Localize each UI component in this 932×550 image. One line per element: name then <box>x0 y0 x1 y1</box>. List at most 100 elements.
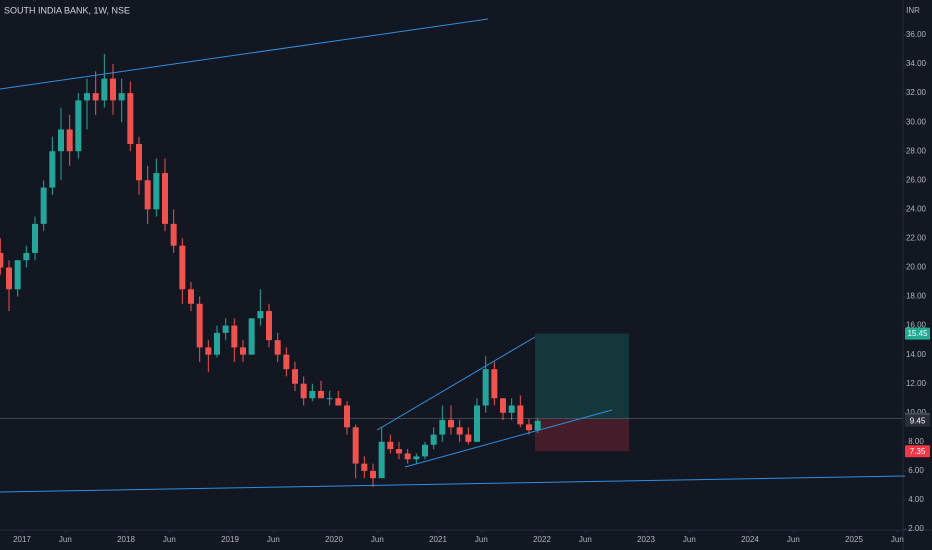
candle-body <box>40 187 47 224</box>
candle-body <box>439 420 446 435</box>
candle-body <box>127 93 134 144</box>
candle-body <box>162 173 168 224</box>
price-marker-label: 15.45 <box>907 329 928 338</box>
candle-body <box>309 390 316 399</box>
candle-body <box>482 369 489 406</box>
candle-body <box>136 143 142 181</box>
y-tick-label: 24.00 <box>906 204 927 213</box>
candle-body <box>474 405 480 442</box>
x-tick-label: Jun <box>163 535 176 544</box>
candle-body <box>58 129 64 152</box>
candle-body <box>404 453 411 460</box>
candle-body <box>318 390 324 399</box>
candle-body <box>508 405 515 413</box>
y-tick-label: 8.00 <box>908 437 924 446</box>
price-marker <box>905 327 930 340</box>
candle-body <box>84 93 90 101</box>
x-tick-label: 2021 <box>429 535 447 544</box>
y-tick-label: 32.00 <box>906 88 927 97</box>
y-tick-label: 28.00 <box>906 146 927 155</box>
x-tick-label: Jun <box>787 535 800 544</box>
y-tick-label: 34.00 <box>906 59 927 68</box>
candle-body <box>352 427 359 464</box>
candle-body <box>430 434 437 445</box>
x-tick-label: Jun <box>267 535 280 544</box>
candle-body <box>14 260 21 290</box>
plot-area: 2016-102016-112016-122017-012017-022017-… <box>0 53 903 487</box>
candle-body <box>517 405 524 425</box>
trend-line <box>0 18 489 90</box>
candle-body <box>214 332 220 355</box>
y-tick-label: 2.00 <box>908 524 924 533</box>
candle-body <box>240 347 246 355</box>
candle-body <box>118 93 125 101</box>
candle-body <box>396 449 402 454</box>
loss-zone <box>535 418 629 452</box>
candle-body <box>188 289 194 304</box>
x-tick-label: Jun <box>683 535 696 544</box>
candle-body <box>75 100 82 152</box>
y-tick-label: 12.00 <box>906 379 927 388</box>
candle-body <box>387 441 394 450</box>
trend-line <box>376 336 536 431</box>
candle-body <box>370 470 376 479</box>
x-tick-label: Jun <box>59 535 72 544</box>
chart-title: SOUTH INDIA BANK, 1W, NSE <box>4 5 130 15</box>
candle-body <box>344 405 350 428</box>
candle-body <box>23 252 30 261</box>
x-tick-label: Jun <box>891 535 904 544</box>
y-tick-label: 20.00 <box>906 263 927 272</box>
y-tick-label: 18.00 <box>906 292 927 301</box>
candle-body <box>292 369 298 384</box>
candle-body <box>231 325 238 348</box>
y-tick-label: 4.00 <box>908 495 924 504</box>
candle-body <box>491 369 498 399</box>
candle-body <box>248 318 255 355</box>
trend-line <box>404 409 613 468</box>
candle-body <box>0 252 4 268</box>
candle-body <box>534 420 541 431</box>
candle-body <box>465 434 472 442</box>
candle-body <box>335 398 342 406</box>
price-marker <box>905 445 930 458</box>
candle-body <box>6 267 12 290</box>
y-tick-label: 30.00 <box>906 117 927 126</box>
x-tick-label: 2025 <box>845 535 863 544</box>
y-tick-label: 16.00 <box>906 321 927 330</box>
candle-body <box>170 223 177 246</box>
x-tick-label: 2023 <box>637 535 655 544</box>
candle-body <box>378 441 385 479</box>
x-tick-label: 2024 <box>741 535 759 544</box>
candle-body <box>179 245 186 290</box>
trend-line <box>0 475 906 493</box>
y-tick-label: 36.00 <box>906 30 927 39</box>
candle-body <box>205 347 212 355</box>
x-tick-label: 2017 <box>13 535 31 544</box>
candle-body <box>361 463 368 471</box>
candle-body <box>101 78 108 101</box>
currency-label: INR <box>906 6 920 15</box>
x-tick-label: 2022 <box>533 535 551 544</box>
candle-body <box>66 129 73 152</box>
candle-body <box>266 311 272 341</box>
candle-body <box>92 93 99 101</box>
candle-body <box>196 303 203 348</box>
candle-body <box>300 383 307 399</box>
y-tick-label: 6.00 <box>908 466 924 475</box>
candle-body <box>32 223 38 253</box>
candle-body <box>448 420 454 428</box>
candle-body <box>500 398 506 413</box>
candle-body <box>257 311 264 319</box>
y-tick-label: 26.00 <box>906 175 927 184</box>
candle-body <box>110 78 116 101</box>
profit-zone <box>535 333 629 419</box>
candle-body <box>326 398 333 400</box>
candle-body <box>422 444 428 457</box>
x-tick-label: Jun <box>371 535 384 544</box>
y-tick-label: 14.00 <box>906 350 927 359</box>
candle-body <box>283 354 290 370</box>
candle-body <box>456 427 463 435</box>
candle-body <box>153 173 160 210</box>
